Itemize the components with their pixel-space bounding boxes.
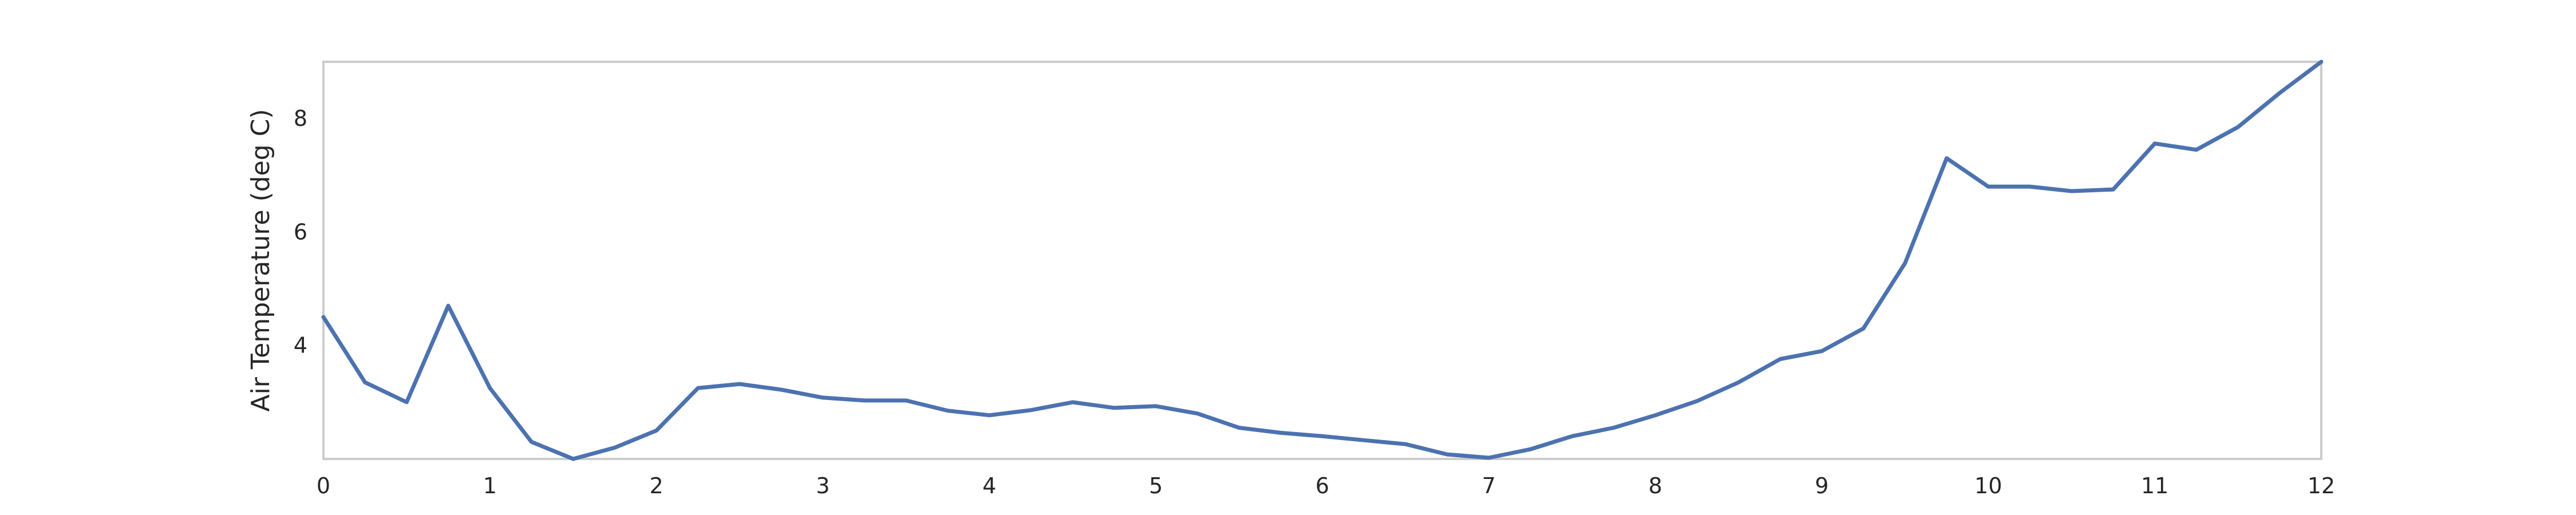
x-tick-label: 10 xyxy=(1974,473,2002,498)
y-tick-label: 6 xyxy=(294,219,307,244)
x-axis-tick-labels: 0 1 2 3 4 5 6 7 8 9 10 11 12 xyxy=(317,473,2335,498)
x-tick-label: 7 xyxy=(1482,473,1496,498)
y-axis-label: Air Temperature (deg C) xyxy=(246,109,275,411)
y-tick-label: 4 xyxy=(294,333,307,358)
x-tick-label: 0 xyxy=(317,473,330,498)
x-tick-label: 1 xyxy=(483,473,497,498)
x-tick-label: 9 xyxy=(1815,473,1828,498)
x-tick-label: 5 xyxy=(1149,473,1163,498)
y-axis-tick-labels: 4 6 8 xyxy=(294,106,307,358)
x-tick-label: 6 xyxy=(1315,473,1329,498)
y-tick-label: 8 xyxy=(294,106,307,131)
x-tick-label: 2 xyxy=(650,473,663,498)
series-line xyxy=(321,60,2324,461)
plot-frame xyxy=(322,61,2322,460)
x-tick-label: 4 xyxy=(982,473,996,498)
x-tick-label: 8 xyxy=(1649,473,1662,498)
x-tick-label: 11 xyxy=(2141,473,2168,498)
x-tick-label: 3 xyxy=(816,473,829,498)
x-tick-label: 12 xyxy=(2308,473,2335,498)
